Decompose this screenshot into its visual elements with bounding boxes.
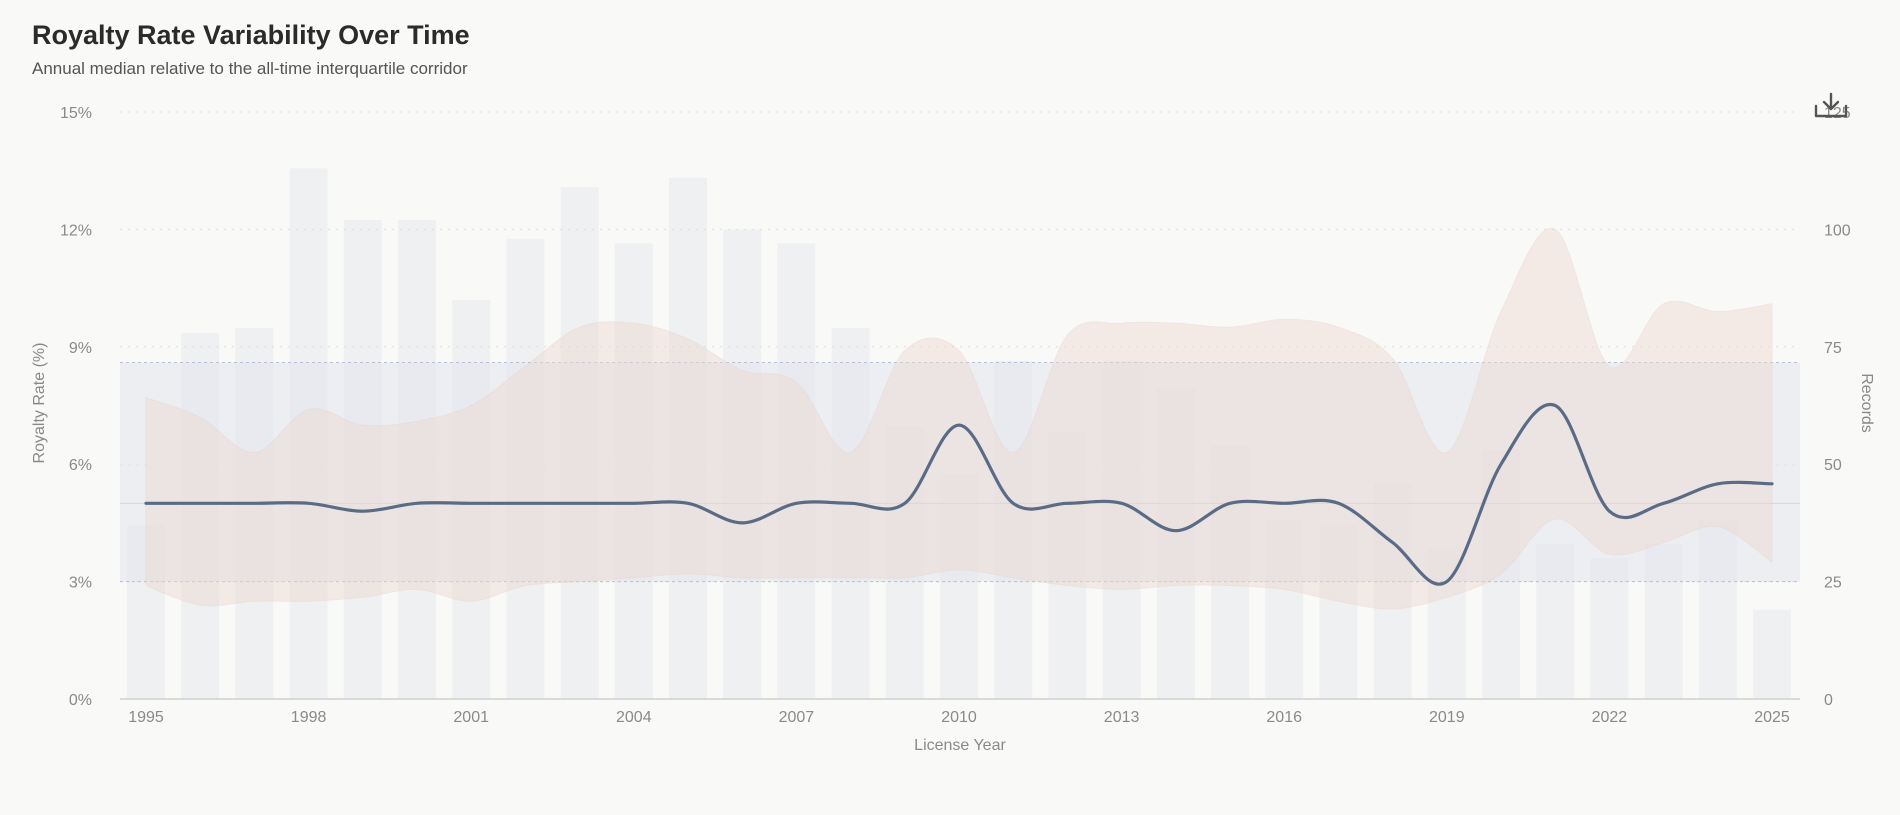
median-series-line: [144, 402, 1774, 586]
y-tick-label: 15%: [60, 105, 92, 122]
x-axis-title: License Year: [914, 737, 1006, 754]
y-axis-title: Royalty Rate (%): [31, 343, 48, 464]
y-axis-ticks: 0% 3% 6% 9% 12% 15%: [60, 105, 92, 709]
x-tick-label: 2016: [1266, 709, 1302, 726]
x-tick-label: 2010: [941, 709, 977, 726]
x-axis-ticks: 1995 1998 2001 2004 2007 2010 2013 2016 2019 2022…: [128, 709, 1790, 726]
range-band-area: [145, 227, 1773, 610]
median-line: [144, 402, 1774, 586]
y2-axis-title: Records: [1858, 373, 1875, 433]
x-tick-label: 1995: [128, 709, 164, 726]
download-button[interactable]: [1812, 92, 1850, 120]
corridor-rect: [120, 362, 1800, 582]
y-tick-label: 12%: [60, 222, 92, 239]
y2-tick-label: 25: [1824, 575, 1842, 592]
range-band: [145, 227, 1773, 610]
x-tick-label: 2013: [1104, 709, 1140, 726]
x-tick-label: 2025: [1754, 709, 1790, 726]
x-tick-label: 2001: [453, 709, 489, 726]
x-tick-label: 2019: [1429, 709, 1465, 726]
records-bar: [1753, 609, 1791, 699]
x-tick-label: 2007: [779, 709, 815, 726]
chart-title: Royalty Rate Variability Over Time: [32, 20, 470, 50]
y-tick-label: 6%: [69, 457, 92, 474]
y-tick-label: 9%: [69, 340, 92, 357]
y-tick-label: 3%: [69, 575, 92, 592]
y2-tick-label: 75: [1824, 340, 1842, 357]
y-tick-label: 0%: [69, 692, 92, 709]
y2-tick-label: 0: [1824, 692, 1833, 709]
y2-tick-label: 50: [1824, 457, 1842, 474]
iqr-corridor: [120, 361, 1800, 583]
x-tick-label: 2004: [616, 709, 652, 726]
download-icon: [1814, 92, 1848, 118]
x-tick-label: 1998: [291, 709, 327, 726]
chart-subtitle: Annual median relative to the all-time i…: [32, 59, 468, 78]
y2-tick-label: 100: [1824, 222, 1851, 239]
x-tick-label: 2022: [1592, 709, 1628, 726]
